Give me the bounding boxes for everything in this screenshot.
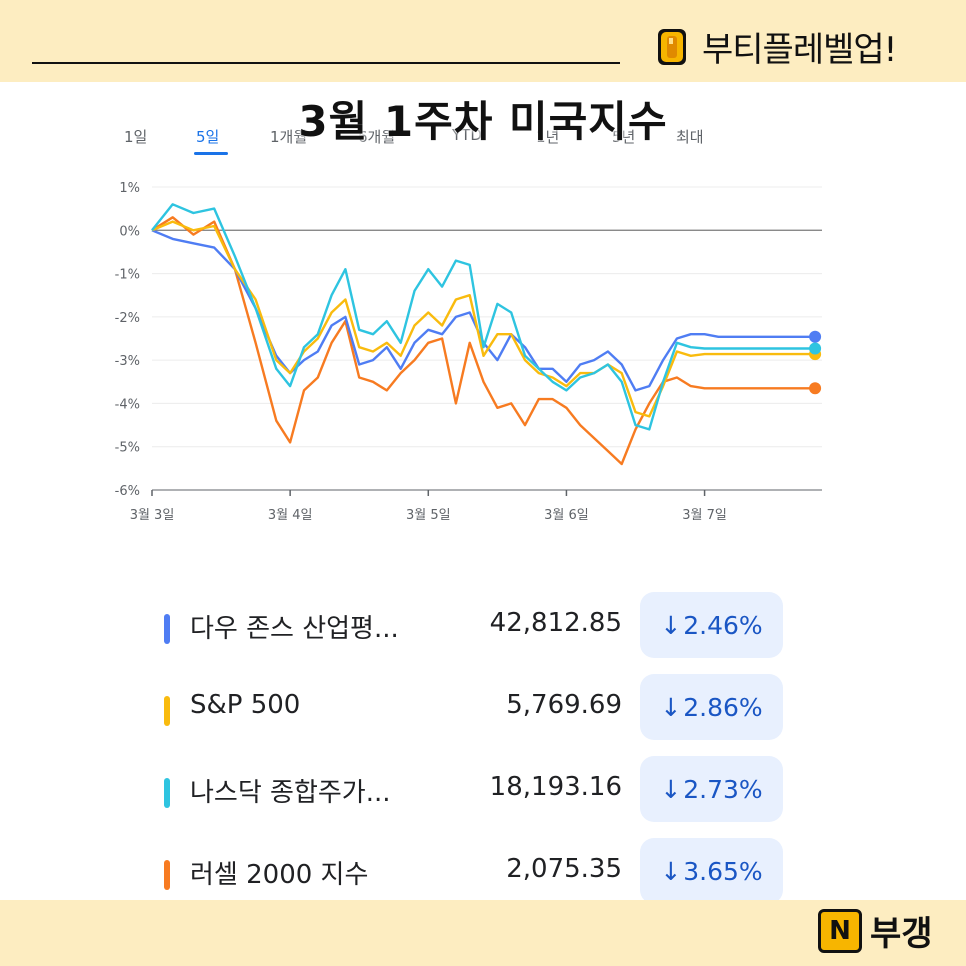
active-tab-indicator: [194, 152, 228, 155]
index-name: 다우 존스 산업평...: [190, 614, 399, 644]
index-chart: 1% 0% -1% -2% -3% -4% -5% -6% 3월 3일 3월 4일 3월 5일 3월 …: [115, 181, 822, 523]
index-name: 러셀 2000 지수: [190, 860, 369, 890]
index-value: 2,075.35: [506, 854, 622, 884]
series-color-bar: [164, 860, 170, 890]
tab-5y[interactable]: 5년: [612, 128, 636, 146]
down-arrow-icon: ↓: [660, 856, 682, 886]
y-tick-label: -4%: [115, 397, 140, 412]
tab-1m[interactable]: 1개월: [270, 128, 308, 146]
x-tick-label: 3월 6일: [544, 508, 589, 523]
series-end-point-dow: [809, 330, 822, 343]
change-value: 2.86%: [683, 692, 763, 722]
y-tick-label: 0%: [119, 224, 140, 239]
down-arrow-icon: ↓: [660, 774, 682, 804]
header-band: [0, 0, 966, 82]
down-arrow-icon: ↓: [660, 610, 682, 640]
series-line-dow: [151, 229, 816, 392]
x-tick-label: 3월 5일: [406, 508, 451, 523]
x-tick-label: 3월 4일: [268, 508, 313, 523]
index-row-nasdaq[interactable]: 나스닥 종합주가... 18,193.16 ↓ 2.73%: [112, 756, 882, 826]
tab-6m[interactable]: 6개월: [358, 128, 396, 146]
footer-band: [0, 900, 966, 966]
n-logo-icon: N: [818, 908, 862, 953]
y-tick-label: 1%: [119, 181, 140, 196]
tab-max[interactable]: 최대: [676, 128, 704, 146]
index-value: 5,769.69: [506, 690, 622, 720]
index-value: 18,193.16: [489, 772, 622, 802]
page-title: 3월 1주차 미국지수: [298, 97, 668, 146]
tab-5d[interactable]: 5일: [196, 128, 220, 146]
footer-logo-text: 부갱: [870, 914, 933, 954]
brand-text: 부티플레벨업!: [702, 30, 897, 70]
index-row-russell[interactable]: 러셀 2000 지수 2,075.35 ↓ 3.65%: [112, 838, 882, 908]
footer-logo: N 부갱: [818, 906, 933, 955]
index-name: S&P 500: [190, 690, 301, 720]
x-tick-label: 3월 3일: [130, 508, 175, 523]
index-row-sp500[interactable]: S&P 500 5,769.69 ↓ 2.86%: [112, 674, 882, 744]
y-tick-label: -1%: [115, 268, 140, 283]
change-value: 2.46%: [683, 610, 763, 640]
tab-1y[interactable]: 1년: [536, 128, 560, 146]
coin-icon: [658, 28, 686, 65]
series-end-point-nasdaq: [809, 342, 822, 355]
index-row-dow[interactable]: 다우 존스 산업평... 42,812.85 ↓ 2.46%: [112, 592, 882, 662]
series-color-bar: [164, 696, 170, 726]
series-end-point-russell: [809, 382, 822, 395]
down-arrow-icon: ↓: [660, 692, 682, 722]
change-value: 3.65%: [683, 856, 763, 886]
series-line-nasdaq: [151, 203, 816, 431]
y-tick-label: -3%: [115, 354, 140, 369]
y-tick-label: -6%: [115, 484, 140, 499]
series-line-sp500: [151, 220, 816, 418]
x-tick-label: 3월 7일: [682, 508, 727, 523]
y-tick-label: -2%: [115, 311, 140, 326]
index-value: 42,812.85: [489, 608, 622, 638]
tab-1d[interactable]: 1일: [124, 128, 148, 146]
change-chip: ↓ 3.65%: [640, 838, 783, 904]
change-value: 2.73%: [683, 774, 763, 804]
brand: 부티플레벨업!: [652, 22, 897, 71]
header-rule: [32, 62, 620, 64]
change-chip: ↓ 2.86%: [640, 674, 783, 740]
change-chip: ↓ 2.46%: [640, 592, 783, 658]
series-line-russell: [151, 216, 816, 466]
series-color-bar: [164, 614, 170, 644]
change-chip: ↓ 2.73%: [640, 756, 783, 822]
index-name: 나스닥 종합주가...: [190, 778, 391, 808]
tab-ytd[interactable]: YTD: [452, 126, 482, 144]
index-list: 다우 존스 산업평... 42,812.85 ↓ 2.46% S&P 500 5,…: [112, 548, 882, 904]
y-tick-label: -5%: [115, 441, 140, 456]
series-color-bar: [164, 778, 170, 808]
